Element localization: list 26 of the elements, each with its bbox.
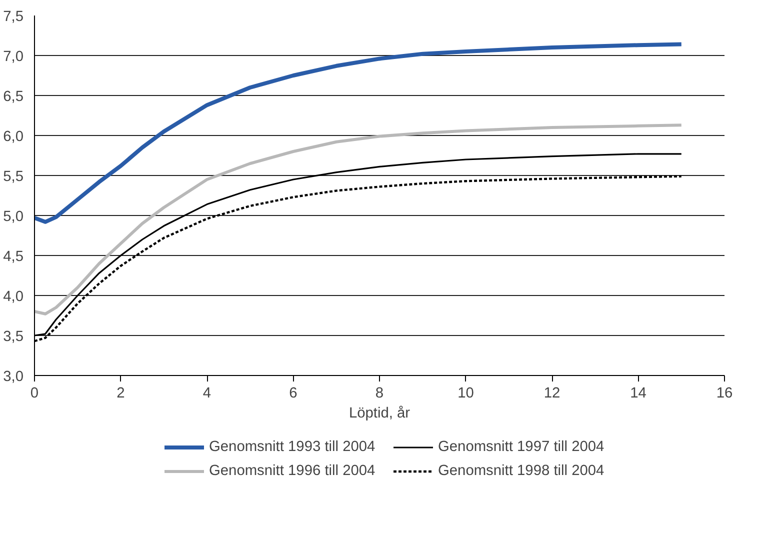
y-tick-label: 7,0	[3, 49, 24, 65]
y-tick-label: 5,0	[3, 209, 24, 225]
y-tick-label: 3,0	[3, 369, 24, 385]
legend-label: Genomsnitt 1993 till 2004	[209, 439, 376, 455]
y-tick-label: 4,0	[3, 289, 24, 305]
y-tick-label: 3,5	[3, 329, 24, 345]
line-series	[34, 124, 683, 316]
x-tick-label: 14	[630, 386, 646, 402]
x-tick-label: 8	[375, 386, 384, 402]
legend-label: Genomsnitt 1997 till 2004	[438, 439, 606, 455]
line-series	[34, 42, 684, 224]
y-tick-label: 6,0	[3, 129, 24, 145]
y-tick-label: 4,5	[3, 249, 24, 265]
y-tick-label: 7,5	[3, 9, 24, 25]
x-tick-label: 10	[458, 386, 474, 402]
x-tick-label: 0	[30, 386, 39, 402]
x-tick-label: 2	[116, 386, 125, 402]
x-tick-label: 12	[544, 386, 560, 402]
x-tick-label: 6	[289, 386, 298, 402]
y-tick-label: 5,5	[3, 169, 24, 185]
x-axis-title: Löptid, år	[348, 406, 410, 422]
legend-label: Genomsnitt 1998 till 2004	[438, 463, 606, 479]
x-tick-label: 16	[716, 386, 733, 402]
y-tick-label: 6,5	[3, 89, 24, 105]
x-tick-label: 4	[202, 386, 212, 402]
legend-label: Genomsnitt 1996 till 2004	[209, 463, 376, 479]
